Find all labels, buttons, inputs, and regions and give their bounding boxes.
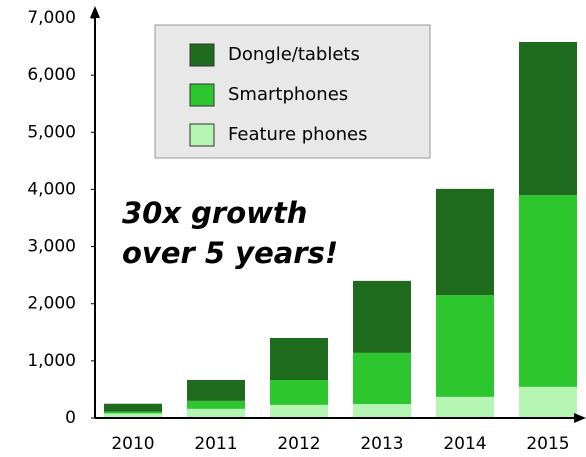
x-tick-label: 2011 (194, 434, 237, 454)
bar-segment (270, 338, 328, 380)
bar-segment (519, 42, 577, 196)
bar-segment (353, 404, 411, 418)
bar-segment (436, 188, 494, 296)
bar-segment (353, 280, 411, 353)
annotation: over 5 years! (122, 236, 338, 270)
y-tick-label: 7,000 (27, 8, 76, 28)
bar-segment (519, 386, 577, 418)
bar-segment (436, 396, 494, 418)
x-tick-label: 2010 (111, 434, 154, 454)
x-tick-label: 2013 (360, 434, 403, 454)
bar-segment (270, 380, 328, 405)
y-tick-label: 0 (65, 408, 76, 428)
bar-segment (187, 400, 245, 409)
bar-segment (104, 413, 162, 418)
bar-segment (353, 352, 411, 404)
legend-swatch (189, 43, 215, 67)
y-tick-label: 4,000 (27, 179, 76, 199)
bar-segment (187, 408, 245, 418)
legend-swatch (189, 123, 215, 147)
bar-segment (104, 411, 162, 414)
bar-segment (187, 380, 245, 401)
x-tick-label: 2015 (526, 434, 569, 454)
y-tick-label: 2,000 (27, 294, 76, 314)
bar-segment (436, 295, 494, 397)
y-tick-label: 6,000 (27, 65, 76, 85)
legend-label: Smartphones (228, 84, 348, 105)
x-tick-label: 2012 (277, 434, 320, 454)
x-tick-label: 2014 (443, 434, 486, 454)
y-tick-label: 5,000 (27, 122, 76, 142)
annotation: 30x growth (122, 196, 307, 230)
y-tick-label: 3,000 (27, 237, 76, 257)
y-axis-arrow (90, 6, 100, 18)
y-tick-label: 1,000 (27, 351, 76, 371)
legend-label: Dongle/tablets (228, 44, 360, 65)
x-axis-arrow (574, 413, 586, 423)
legend-swatch (189, 83, 215, 107)
bar-segment (519, 195, 577, 387)
bar-segment (270, 404, 328, 418)
bar-segment (104, 403, 162, 412)
legend-label: Feature phones (228, 124, 367, 145)
